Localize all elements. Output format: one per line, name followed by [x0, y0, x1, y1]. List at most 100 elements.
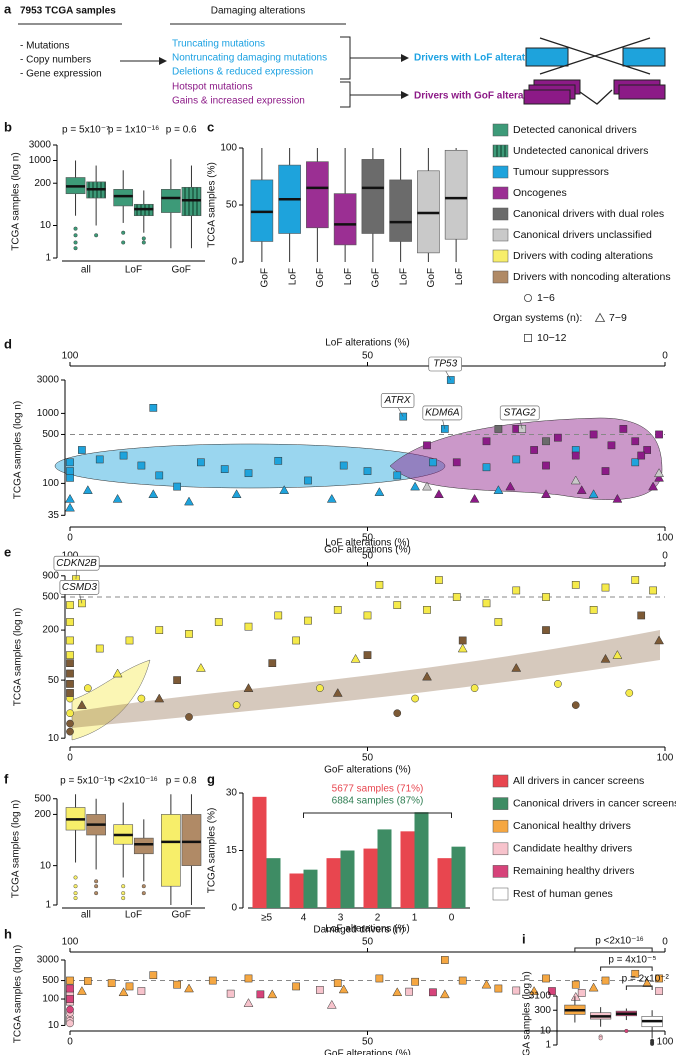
legend-label: 1−6	[537, 292, 555, 304]
y-tick-label: 3000	[29, 140, 52, 151]
point	[363, 611, 372, 620]
panel-label: b	[4, 119, 12, 134]
legend-label: Candidate healthy drivers	[513, 843, 632, 855]
point	[601, 583, 610, 592]
point	[244, 974, 253, 983]
point	[452, 458, 461, 467]
y-tick-label: 1000	[37, 408, 60, 419]
point	[654, 468, 664, 477]
box	[161, 814, 181, 887]
y-axis-label: TCGA samples (log n)	[522, 971, 533, 1055]
point	[542, 974, 550, 983]
label-box	[380, 393, 415, 408]
point	[185, 630, 193, 638]
x-tick-label: LoF	[398, 268, 409, 285]
point	[631, 576, 640, 584]
legend-label: Drivers with noncoding alterations	[513, 271, 671, 283]
label-leader	[519, 418, 523, 430]
label-leader	[444, 369, 452, 381]
point	[112, 493, 123, 503]
point	[482, 463, 491, 472]
outlier	[121, 891, 126, 896]
point	[481, 979, 492, 989]
y-tick-label: 50	[48, 675, 60, 686]
y-tick-label: 1000	[29, 155, 52, 166]
y-tick-label: 10	[48, 733, 60, 744]
x-tick-label: 0	[67, 753, 73, 764]
outlier	[650, 1041, 655, 1046]
point	[530, 446, 538, 454]
point	[66, 727, 74, 736]
bar	[377, 829, 392, 908]
gof-alteration: Gains & increased expression	[172, 96, 305, 107]
x-tick-label: LoF	[287, 268, 298, 285]
legend-label: Rest of human genes	[513, 888, 613, 900]
x-tick-label: 1	[412, 913, 418, 924]
p-value: p = 4x10⁻⁵	[608, 955, 656, 966]
gene-label: TP53	[433, 359, 457, 370]
outlier	[73, 875, 78, 880]
point	[654, 635, 664, 645]
bar	[266, 858, 281, 908]
point	[304, 476, 312, 485]
heading: Damaging alterations	[211, 6, 306, 17]
point	[637, 451, 646, 460]
point	[571, 980, 580, 989]
outlier	[73, 891, 78, 896]
legend-label: Detected canonical drivers	[513, 124, 637, 136]
x2-tick-label: 50	[362, 351, 374, 362]
point	[226, 989, 235, 998]
y-tick-label: 1	[45, 900, 51, 911]
annotation: 6884 samples (87%)	[332, 796, 424, 807]
y-axis-label: TCGA samples (log n)	[13, 945, 24, 1043]
box	[161, 189, 181, 213]
point	[274, 456, 283, 465]
point	[66, 659, 74, 668]
legend-swatch	[492, 270, 509, 284]
x-tick-label: 100	[657, 533, 674, 544]
box	[306, 161, 329, 229]
x-tick-label: GoF	[426, 268, 437, 287]
panel-a: a 7953 TCGA samples - Mutations - Copy n…	[4, 1, 666, 108]
point	[429, 988, 437, 997]
point	[155, 471, 164, 480]
point	[410, 481, 421, 491]
legend-label: Undetected canonical drivers	[513, 145, 648, 157]
point	[607, 441, 616, 450]
point	[642, 978, 653, 987]
input-item: - Copy numbers	[20, 55, 91, 66]
bracket	[303, 812, 452, 818]
point	[184, 983, 194, 993]
point	[326, 493, 337, 503]
point	[399, 412, 408, 421]
x-axis-label: GoF alterations (%)	[324, 545, 411, 556]
point	[66, 680, 74, 688]
p-value: p <2x10⁻¹⁶	[109, 776, 158, 787]
point	[137, 987, 146, 995]
point	[173, 482, 181, 491]
legend-marker	[524, 293, 533, 302]
panel-label: c	[207, 119, 214, 134]
y-tick-label: 100	[42, 478, 59, 489]
point	[542, 593, 550, 601]
x-tick-label: LoF	[125, 910, 142, 921]
x2-tick-label: 0	[662, 551, 668, 562]
lof-icon	[525, 37, 666, 75]
point	[66, 1019, 74, 1028]
x-tick-label: LoF	[125, 265, 142, 276]
point	[457, 643, 468, 653]
y-axis-label: TCGA samples (log n)	[13, 608, 24, 706]
point	[505, 481, 516, 491]
point	[149, 404, 158, 412]
point	[214, 618, 223, 626]
bar	[363, 848, 378, 908]
point	[422, 481, 432, 491]
point	[137, 461, 146, 470]
legend-label: 10−12	[537, 332, 567, 344]
gene-label: KDM6A	[425, 408, 460, 419]
input-item: - Mutations	[20, 41, 69, 52]
legend-label: All drivers in cancer screens	[513, 775, 644, 787]
outlier	[94, 891, 99, 896]
x-tick-label: 50	[362, 753, 374, 764]
bar	[451, 846, 466, 908]
